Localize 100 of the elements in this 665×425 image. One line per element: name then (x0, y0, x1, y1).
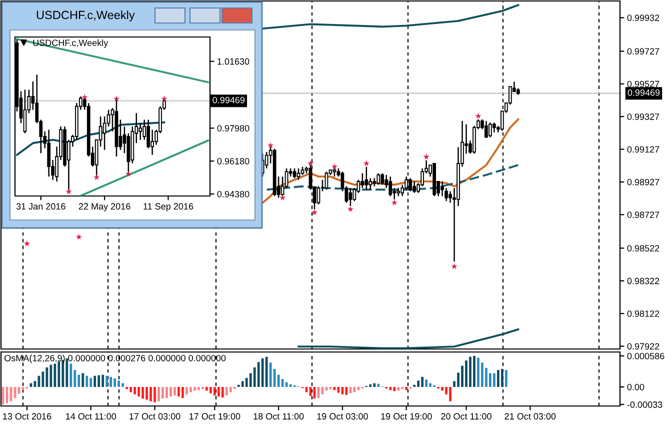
y-tick-label: 0.98522 (627, 245, 660, 252)
bar (497, 370, 500, 387)
bar (217, 386, 220, 396)
x-tick-label: 17 Oct 03:00 (130, 413, 180, 420)
bar (126, 386, 128, 390)
y-tick-label: 0.000586 (627, 352, 664, 360)
point (391, 199, 398, 206)
ref-line-label: 0.99469 (628, 89, 660, 96)
y-tick-label: 0.98927 (627, 178, 660, 186)
bar (50, 364, 52, 387)
candlestick (388, 176, 392, 197)
y-tick-label: 0.94380 (217, 190, 250, 198)
point (475, 112, 482, 119)
y-tick-label: 0.99727 (627, 48, 660, 55)
bar (46, 367, 48, 387)
x-tick-label: 17 Oct 19:00 (190, 413, 240, 420)
point (279, 194, 286, 200)
candlestick (412, 180, 416, 194)
bar (98, 375, 100, 387)
candlestick (492, 122, 496, 134)
point (24, 240, 30, 246)
bar (42, 372, 44, 387)
bar (82, 373, 84, 387)
point (331, 163, 338, 170)
bar (473, 356, 476, 387)
bar (269, 362, 272, 387)
bar (500, 368, 504, 387)
bar (373, 383, 376, 387)
y-tick-label: 0.96180 (217, 158, 250, 164)
bar (233, 386, 236, 390)
bar (441, 386, 444, 391)
x-tick-label: 11 Sep 2016 (144, 203, 194, 212)
bar (261, 358, 264, 387)
bar (150, 386, 152, 402)
bar (174, 386, 176, 396)
bar (66, 358, 68, 387)
bar (405, 386, 408, 390)
bar (178, 386, 180, 396)
bar (106, 376, 108, 387)
bar (94, 376, 96, 387)
bar (225, 386, 228, 396)
candlestick (484, 120, 488, 138)
y-tick-label: 0.98322 (627, 278, 660, 284)
x-tick-label: 20 Oct 11:00 (441, 413, 492, 420)
y-tick-label: 0.98122 (627, 310, 660, 317)
bar (162, 386, 164, 399)
bar (134, 386, 136, 394)
bar (186, 386, 188, 394)
point (76, 234, 82, 240)
y-tick-label: 0.99527 (627, 80, 660, 88)
candlestick (488, 122, 492, 138)
x-tick-label: 22 May 2016 (78, 203, 130, 212)
bar (257, 362, 260, 387)
bar (397, 386, 400, 391)
y-tick-label: 1.01630 (218, 58, 250, 65)
bar (421, 376, 424, 387)
bar (70, 364, 72, 387)
point (347, 206, 354, 212)
bar (389, 386, 392, 390)
bar (493, 373, 496, 387)
bar (345, 386, 348, 395)
bar (477, 358, 480, 387)
point (113, 96, 120, 102)
point (161, 96, 168, 102)
x-tick-label: 19 Oct 19:00 (381, 413, 432, 420)
point (363, 160, 370, 166)
chart-title: USDCHF.c,Weekly (36, 10, 135, 22)
y-tick-label: 0.97980 (217, 125, 250, 132)
candlestick (292, 168, 296, 179)
x-tick-label: 21 Oct 03:00 (504, 413, 556, 420)
candlestick (376, 172, 380, 186)
candlestick (23, 89, 27, 134)
bar (369, 384, 372, 387)
bar (465, 360, 468, 387)
bar (213, 386, 216, 396)
bar (142, 386, 144, 399)
chart-subtitle: USDCHF.c,Weekly (33, 39, 108, 48)
bar (38, 376, 40, 387)
bar (209, 386, 212, 394)
y-tick-label: 0.00 (627, 384, 644, 390)
y-tick-label: -0.00033 (627, 401, 662, 408)
y-tick-label: 0.99327 (627, 114, 660, 120)
bar (122, 383, 124, 387)
point (125, 170, 132, 177)
point (423, 154, 430, 160)
bar (189, 386, 192, 392)
candlestick (360, 172, 364, 189)
bar (102, 374, 104, 387)
candlestick (138, 122, 142, 140)
bar (469, 356, 472, 387)
bar (429, 383, 432, 387)
bar (221, 386, 224, 398)
x-tick-label: 31 Jan 2016 (16, 203, 66, 210)
bar (425, 380, 428, 387)
bar (193, 386, 196, 391)
bar (377, 384, 380, 387)
bar (393, 386, 396, 392)
candlestick (364, 166, 368, 190)
bar (353, 386, 356, 392)
candlestick (102, 116, 106, 151)
